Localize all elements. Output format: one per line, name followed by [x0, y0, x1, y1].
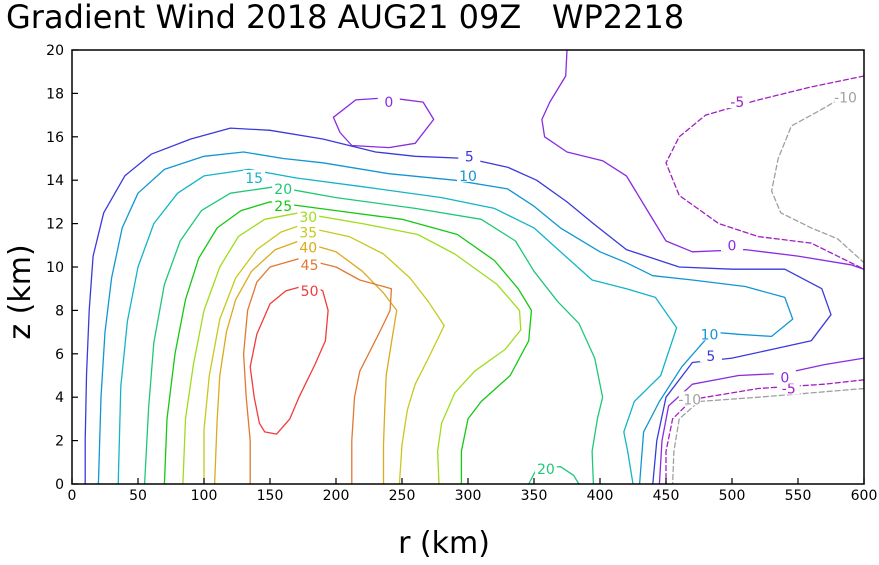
y-tick-label-5: 10	[46, 260, 64, 276]
contour-label-bg-10-0	[457, 167, 479, 182]
contour-line-35-0	[203, 225, 300, 485]
contour-label-bg-10-1	[698, 326, 721, 341]
contour-label-bg-30-0	[297, 209, 320, 224]
contour-label-bg-5-1	[699, 347, 722, 362]
contour-label-25-0: 25	[274, 199, 292, 215]
contour-line-20-2	[528, 465, 580, 485]
contour-line-35-1	[298, 225, 445, 485]
contour-label-bg-20-0	[272, 180, 295, 195]
contour-line-10-0	[97, 151, 245, 485]
contour-label-bg-40-0	[297, 239, 320, 254]
contour-line-15-1	[248, 168, 678, 485]
contour-label-0-0: 0	[384, 95, 393, 111]
y-tick-label-9: 18	[46, 86, 64, 102]
x-axis-label: r (km)	[398, 526, 490, 560]
x-tick-label-12: 600	[851, 488, 878, 504]
x-tick-label-7: 350	[521, 488, 548, 504]
contour-label-bg--5-1	[777, 380, 800, 395]
contour-line-40-1	[298, 240, 398, 485]
contour-label-bg-20-1	[534, 460, 557, 475]
contour-label-bg--10-0	[834, 89, 857, 104]
contour-line--10-0	[770, 94, 865, 264]
contour-label-10-1: 10	[701, 327, 719, 343]
contour-label-bg-25-0	[272, 198, 295, 213]
y-tick-label-6: 12	[46, 217, 64, 233]
contour-label-0-2: 0	[780, 371, 789, 387]
x-tick-label-9: 450	[653, 488, 680, 504]
contour-line-40-0	[213, 240, 300, 485]
contour-label-5-0: 5	[465, 149, 474, 165]
contour-label-0-1: 0	[728, 238, 737, 254]
contour-line-20-1	[274, 186, 604, 485]
contour-label-bg-15-0	[243, 170, 266, 185]
contour-label--10-1: -10	[678, 392, 701, 408]
contour-line-45-0	[242, 257, 302, 485]
contour-label-bg-0-1	[721, 237, 743, 252]
contour-line-25-1	[269, 201, 533, 485]
contour-label-10-0: 10	[459, 169, 477, 185]
contour-line-25-0	[163, 201, 271, 485]
contour-label-bg--10-1	[678, 391, 701, 406]
x-tick-label-6: 300	[455, 488, 482, 504]
y-tick-label-10: 20	[46, 43, 64, 59]
contour-label-45-0: 45	[301, 258, 319, 274]
contour-label-bg-50-0	[298, 282, 321, 297]
contour-label-bg-0-2	[773, 369, 796, 384]
y-tick-label-1: 2	[55, 434, 64, 450]
y-tick-label-7: 14	[46, 173, 64, 189]
x-tick-label-10: 500	[719, 488, 746, 504]
x-tick-label-2: 100	[191, 488, 218, 504]
y-tick-label-2: 4	[55, 390, 64, 406]
contour-label--5-0: -5	[730, 95, 744, 111]
y-tick-label-3: 6	[55, 347, 64, 363]
contour-label-20-1: 20	[537, 462, 555, 478]
y-axis-label: z (km)	[3, 244, 38, 339]
contour-label-35-0: 35	[299, 225, 317, 241]
x-tick-label-5: 250	[389, 488, 416, 504]
contour-line-45-1	[299, 257, 393, 485]
contour-line-5-0	[84, 127, 271, 485]
contour-label--10-0: -10	[834, 91, 857, 107]
contour-label-20-0: 20	[274, 182, 292, 198]
contour-line-20-0	[143, 186, 276, 485]
contour-label-bg-35-0	[297, 224, 320, 239]
x-tick-label-0: 0	[68, 488, 77, 504]
x-tick-label-3: 150	[257, 488, 284, 504]
contour-line-0-2	[658, 357, 865, 485]
x-tick-label-8: 400	[587, 488, 614, 504]
x-tick-label-11: 550	[785, 488, 812, 504]
contour-label-5-1: 5	[706, 349, 715, 365]
y-tick-label-8: 16	[46, 130, 64, 146]
contour-line-0-1	[541, 49, 865, 270]
contour-label-15-0: 15	[245, 171, 263, 187]
contour-line-15-0	[117, 168, 250, 485]
contour-label-bg-5-0	[458, 148, 481, 163]
contour-label-50-0: 50	[301, 284, 319, 300]
chart-title: Gradient Wind 2018 AUG21 09Z WP2218	[6, 0, 684, 36]
contour-line-10-1	[242, 151, 794, 485]
contour-label-40-0: 40	[299, 240, 317, 256]
contour-line-50-0	[249, 285, 329, 435]
contour-line-30-1	[298, 212, 522, 485]
axis-ticks: 0 50 100 150 200 250 300 350 400 450 500 550 6000246…	[46, 43, 877, 504]
x-tick-label-1: 50	[129, 488, 147, 504]
y-tick-label-4: 8	[55, 303, 64, 319]
contour-label-bg-45-0	[298, 256, 321, 271]
contour-line-30-0	[182, 212, 300, 485]
contour-lines	[84, 49, 865, 485]
contour-label-bg-0-0	[377, 94, 400, 109]
contour-label--5-1: -5	[782, 382, 796, 398]
contour-line-0-0	[332, 97, 435, 149]
x-tick-label-4: 200	[323, 488, 350, 504]
y-tick-label-0: 0	[55, 477, 64, 493]
contour-label-30-0: 30	[299, 210, 317, 226]
contour-label-bg--5-0	[726, 94, 749, 109]
contour-line--5-0	[665, 75, 865, 270]
